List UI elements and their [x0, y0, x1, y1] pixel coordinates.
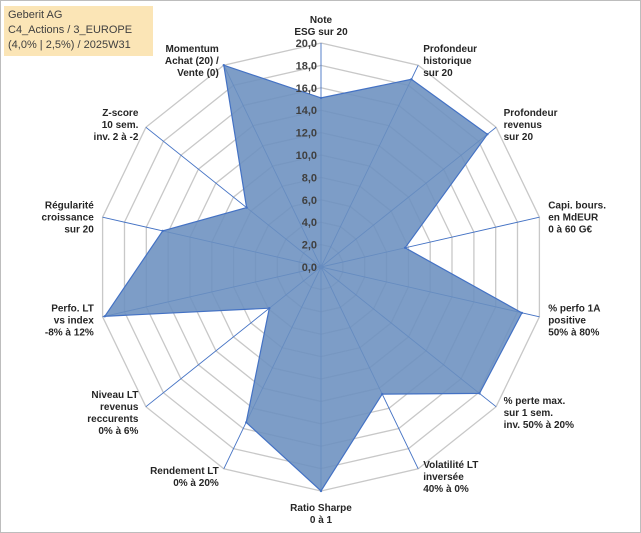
axis-label-line: 0% à 6%: [98, 426, 138, 437]
data-point: [245, 206, 248, 209]
data-point: [410, 78, 413, 81]
radar-tick-labels: 0,0 2,0 4,0 6,0 8,0 10,0 12,0 14,0 16,0 18,0 20,0: [296, 38, 317, 274]
axis-label-line: 40% à 0%: [423, 484, 469, 495]
axis-label-line: Z-score: [102, 108, 139, 119]
axis-label-line: inversée: [423, 472, 464, 483]
axis-label-line: inv. 2 à -2: [94, 132, 139, 143]
tick-label: 2,0: [302, 240, 317, 252]
axis-label-line: Rendement LT: [150, 466, 219, 477]
axis-label-line: -8% à 12%: [45, 327, 94, 338]
axis-label: Note ESG sur 20: [294, 15, 348, 38]
tick-label: 10,0: [296, 150, 317, 162]
header-line-2: C4_Actions / 3_EUROPE: [8, 24, 133, 36]
axis-label-line: ESG sur 20: [294, 27, 348, 38]
axis-label: Ratio Sharpe 0 à 1: [290, 503, 352, 526]
data-point: [319, 96, 323, 100]
tick-label: 6,0: [302, 195, 317, 207]
axis-label-line: positive: [548, 315, 586, 326]
header-line-3: (4,0% | 2,5%) / 2025W31: [8, 39, 131, 51]
data-point: [245, 421, 248, 424]
data-point: [222, 63, 225, 67]
axis-label-line: historique: [423, 56, 472, 67]
axis-label-line: Ratio Sharpe: [290, 503, 352, 514]
axis-label-line: Volatilité LT: [423, 460, 478, 471]
axis-label-line: Capi. bours.: [548, 201, 606, 212]
data-point: [319, 489, 323, 493]
axis-label-line: 0% à 20%: [173, 478, 219, 489]
tick-label: 14,0: [296, 105, 317, 117]
axis-label: Rendement LT 0% à 20%: [150, 466, 219, 489]
axis-label: Capi. bours. en MdEUR 0 à 60 G€: [548, 201, 606, 236]
axis-label: Volatilité LT inversée 40% à 0%: [423, 460, 478, 495]
tick-label: 12,0: [296, 128, 317, 140]
axis-label-line: Note: [310, 15, 333, 26]
axis-label: Perfo. LT vs index -8% à 12%: [45, 303, 94, 338]
tick-label: 16,0: [296, 83, 317, 95]
axis-label: % perte max. sur 1 sem. inv. 50% à 20%: [504, 396, 575, 431]
tick-label: 8,0: [302, 172, 317, 184]
axis-label-line: Profondeur: [504, 108, 558, 119]
axis-label-line: % perte max.: [504, 396, 566, 407]
axis-label-line: Achat (20) /: [165, 56, 219, 67]
axis-label: Z-score 10 sem. inv. 2 à -2: [94, 108, 139, 143]
data-point: [103, 315, 107, 318]
axis-label-line: Régularité: [45, 201, 94, 212]
data-point: [478, 392, 481, 395]
data-point: [486, 133, 489, 136]
axis-label-line: sur 20: [423, 68, 453, 79]
axis-label: Profondeur historique sur 20: [423, 44, 477, 79]
axis-label-line: inv. 50% à 20%: [504, 420, 575, 431]
axis-label-line: % perfo 1A: [548, 303, 600, 314]
axis-label-line: reccurents: [87, 414, 139, 425]
axis-label-line: vs index: [54, 315, 94, 326]
axis-label: Profondeur revenus sur 20: [504, 108, 558, 143]
axis-label-line: revenus: [100, 402, 139, 413]
axis-label: Niveau LT revenus reccurents 0% à 6%: [87, 390, 139, 437]
axis-label: Momentum Achat (20) / Vente (0): [165, 44, 219, 79]
data-point: [381, 392, 384, 396]
axis-label-line: Momentum: [165, 44, 218, 55]
axis-label-line: croissance: [42, 213, 95, 224]
axis-label-line: Perfo. LT: [51, 303, 94, 314]
axis-label-line: Profondeur: [423, 44, 477, 55]
header-line-1: Geberit AG: [8, 9, 63, 21]
axis-label-line: 10 sem.: [102, 120, 139, 131]
axis-label-line: Niveau LT: [91, 390, 138, 401]
radar-series: [103, 63, 524, 493]
axis-label-line: sur 20: [64, 225, 94, 236]
axis-label: % perfo 1A positive 50% à 80%: [548, 303, 600, 338]
data-point: [268, 307, 271, 310]
axis-label-line: revenus: [504, 120, 543, 131]
axis-label-line: sur 20: [504, 132, 534, 143]
axis-label-line: en MdEUR: [548, 213, 599, 224]
axis-label-line: sur 1 sem.: [504, 408, 554, 419]
data-point: [520, 311, 524, 315]
tick-label: 4,0: [302, 217, 317, 229]
axis-label-line: Vente (0): [177, 68, 219, 79]
data-point: [161, 229, 164, 233]
axis-label-line: 50% à 80%: [548, 327, 599, 338]
axis-label-line: 0 à 1: [310, 515, 333, 526]
data-point: [403, 246, 407, 249]
tick-label: 20,0: [296, 38, 317, 50]
chart-header: Geberit AG C4_Actions / 3_EUROPE (4,0% |…: [4, 6, 153, 56]
tick-label: 0,0: [302, 262, 317, 274]
axis-label: Régularité croissance sur 20: [42, 201, 95, 236]
tick-label: 18,0: [296, 60, 317, 72]
axis-label-line: 0 à 60 G€: [548, 225, 592, 236]
